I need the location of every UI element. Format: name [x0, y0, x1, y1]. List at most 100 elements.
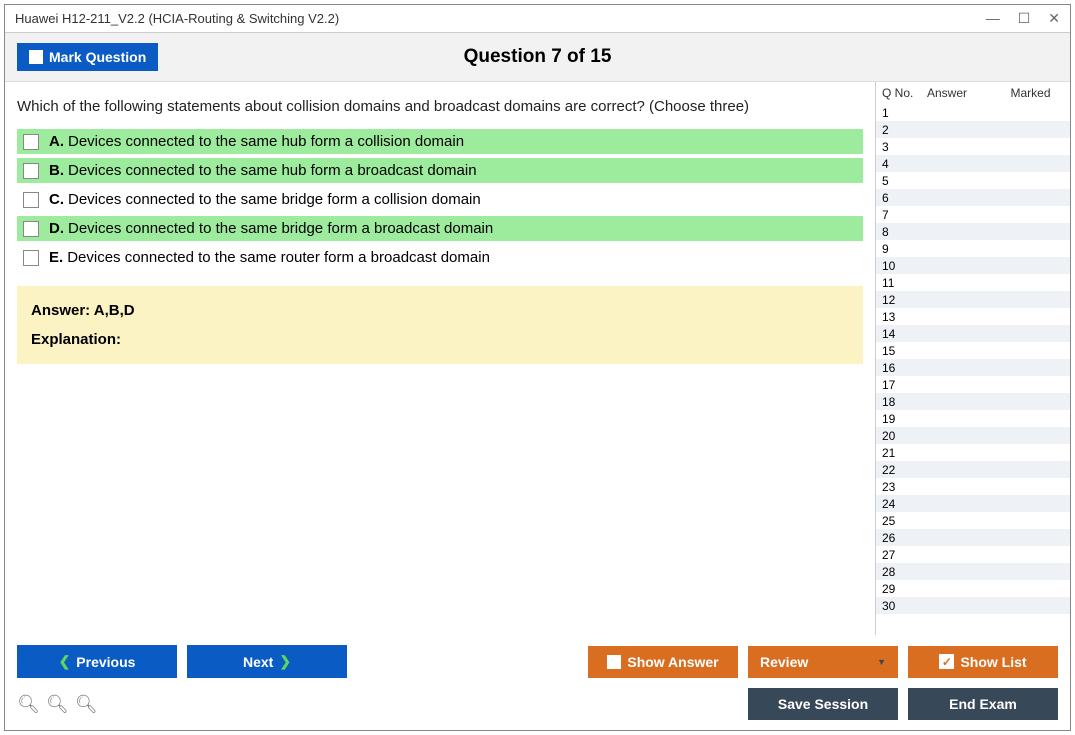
choice-checkbox[interactable]: [23, 163, 39, 179]
question-list-row[interactable]: 12: [876, 291, 1070, 308]
review-label: Review: [760, 654, 808, 670]
show-answer-button[interactable]: Show Answer: [588, 646, 738, 678]
question-list-row[interactable]: 30: [876, 597, 1070, 614]
choice-row[interactable]: E. Devices connected to the same router …: [17, 245, 863, 270]
question-list-row[interactable]: 24: [876, 495, 1070, 512]
minimize-icon[interactable]: —: [986, 10, 1000, 27]
question-list-row[interactable]: 16: [876, 359, 1070, 376]
question-list-row[interactable]: 8: [876, 223, 1070, 240]
row-qno: 29: [882, 582, 927, 596]
question-list-row[interactable]: 6: [876, 189, 1070, 206]
square-icon: [607, 655, 621, 669]
question-list-row[interactable]: 5: [876, 172, 1070, 189]
review-button[interactable]: Review ▼: [748, 646, 898, 678]
zoom-in-icon[interactable]: 🔍︎: [17, 694, 40, 715]
choice-text: Devices connected to the same router for…: [67, 249, 490, 266]
row-qno: 9: [882, 242, 927, 256]
choices-list: A. Devices connected to the same hub for…: [17, 129, 863, 270]
question-list-row[interactable]: 7: [876, 206, 1070, 223]
question-list-row[interactable]: 18: [876, 393, 1070, 410]
chevron-right-icon: ❯: [279, 653, 291, 670]
row-qno: 26: [882, 531, 927, 545]
row-qno: 22: [882, 463, 927, 477]
question-list-row[interactable]: 26: [876, 529, 1070, 546]
answer-value: A,B,D: [94, 302, 135, 319]
row-qno: 4: [882, 157, 927, 171]
show-list-button[interactable]: ✓ Show List: [908, 646, 1058, 678]
question-list-row[interactable]: 9: [876, 240, 1070, 257]
save-session-button[interactable]: Save Session: [748, 688, 898, 720]
question-list-row[interactable]: 3: [876, 138, 1070, 155]
save-session-label: Save Session: [778, 696, 868, 712]
zoom-controls: 🔍︎ 🔍︎ 🔍︎: [17, 694, 98, 715]
footer-row-1: ❮ Previous Next ❯ Show Answer Review ▼ ✓…: [5, 635, 1070, 688]
question-list-row[interactable]: 2: [876, 121, 1070, 138]
end-exam-button[interactable]: End Exam: [908, 688, 1058, 720]
previous-label: Previous: [76, 654, 135, 670]
row-qno: 10: [882, 259, 927, 273]
choice-text: Devices connected to the same hub form a…: [68, 162, 477, 179]
choice-checkbox[interactable]: [23, 221, 39, 237]
question-list-row[interactable]: 21: [876, 444, 1070, 461]
row-qno: 5: [882, 174, 927, 188]
question-list-row[interactable]: 20: [876, 427, 1070, 444]
choice-row[interactable]: C. Devices connected to the same bridge …: [17, 187, 863, 212]
choice-checkbox[interactable]: [23, 250, 39, 266]
question-list-row[interactable]: 15: [876, 342, 1070, 359]
choice-letter: B.: [49, 162, 64, 179]
next-label: Next: [243, 654, 273, 670]
mark-checkbox-icon: [29, 50, 43, 64]
row-qno: 12: [882, 293, 927, 307]
question-list-row[interactable]: 25: [876, 512, 1070, 529]
question-list-row[interactable]: 4: [876, 155, 1070, 172]
question-list-row[interactable]: 27: [876, 546, 1070, 563]
footer-row-2: 🔍︎ 🔍︎ 🔍︎ Save Session End Exam: [5, 688, 1070, 730]
choice-text: Devices connected to the same bridge for…: [68, 220, 493, 237]
row-qno: 16: [882, 361, 927, 375]
question-list-row[interactable]: 14: [876, 325, 1070, 342]
question-list-panel: Q No. Answer Marked 12345678910111213141…: [875, 82, 1070, 635]
question-list-row[interactable]: 17: [876, 376, 1070, 393]
row-qno: 11: [882, 276, 927, 290]
mark-question-button[interactable]: Mark Question: [17, 43, 158, 71]
choice-checkbox[interactable]: [23, 134, 39, 150]
question-list[interactable]: 1234567891011121314151617181920212223242…: [876, 104, 1070, 635]
question-list-row[interactable]: 13: [876, 308, 1070, 325]
zoom-out-icon[interactable]: 🔍︎: [75, 694, 98, 715]
question-list-row[interactable]: 22: [876, 461, 1070, 478]
row-qno: 1: [882, 106, 927, 120]
choice-checkbox[interactable]: [23, 192, 39, 208]
question-list-row[interactable]: 10: [876, 257, 1070, 274]
question-list-row[interactable]: 1: [876, 104, 1070, 121]
next-button[interactable]: Next ❯: [187, 645, 347, 678]
row-qno: 19: [882, 412, 927, 426]
question-list-row[interactable]: 19: [876, 410, 1070, 427]
row-qno: 3: [882, 140, 927, 154]
question-list-row[interactable]: 28: [876, 563, 1070, 580]
mark-label: Mark Question: [49, 49, 146, 65]
show-answer-label: Show Answer: [627, 654, 718, 670]
body-row: Which of the following statements about …: [5, 82, 1070, 635]
header-row: Mark Question Question 7 of 15: [5, 33, 1070, 82]
col-answer: Answer: [927, 86, 997, 100]
choice-row[interactable]: B. Devices connected to the same hub for…: [17, 158, 863, 183]
previous-button[interactable]: ❮ Previous: [17, 645, 177, 678]
question-list-row[interactable]: 11: [876, 274, 1070, 291]
checked-icon: ✓: [939, 654, 954, 669]
row-qno: 15: [882, 344, 927, 358]
app-window: Huawei H12-211_V2.2 (HCIA-Routing & Swit…: [4, 4, 1071, 731]
maximize-icon[interactable]: ☐: [1018, 10, 1031, 27]
question-text: Which of the following statements about …: [17, 98, 863, 115]
question-list-row[interactable]: 23: [876, 478, 1070, 495]
question-list-row[interactable]: 29: [876, 580, 1070, 597]
choice-row[interactable]: A. Devices connected to the same hub for…: [17, 129, 863, 154]
choice-letter: D.: [49, 220, 64, 237]
close-icon[interactable]: ✕: [1048, 10, 1060, 27]
row-qno: 2: [882, 123, 927, 137]
content-area: Mark Question Question 7 of 15 Which of …: [5, 33, 1070, 730]
choice-letter: A.: [49, 133, 64, 150]
choice-row[interactable]: D. Devices connected to the same bridge …: [17, 216, 863, 241]
titlebar: Huawei H12-211_V2.2 (HCIA-Routing & Swit…: [5, 5, 1070, 33]
zoom-actual-icon[interactable]: 🔍︎: [46, 694, 69, 715]
col-marked: Marked: [997, 86, 1064, 100]
